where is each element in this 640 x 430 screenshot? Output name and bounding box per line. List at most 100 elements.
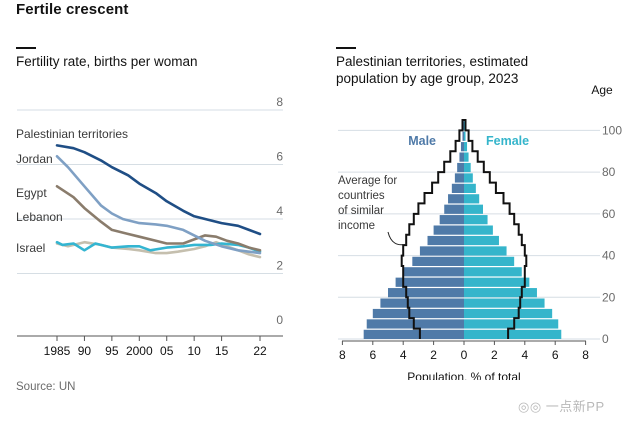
- female-bar: [464, 267, 522, 277]
- series-line-palestinian: [55, 144, 262, 236]
- male-bar: [439, 215, 464, 225]
- female-bar: [464, 204, 483, 214]
- series-line-egypt: [55, 185, 262, 252]
- female-bar: [464, 173, 473, 183]
- annotation-line: income: [338, 220, 375, 232]
- page-title: Fertile crescent: [16, 1, 129, 18]
- female-bar: [464, 329, 562, 339]
- y-tick-label: 2: [276, 259, 283, 273]
- female-bar: [464, 319, 559, 329]
- female-bar: [464, 152, 469, 162]
- x-tick-label: 6: [552, 348, 559, 362]
- female-bar: [464, 121, 465, 131]
- watermark-text: ◎◎ 一点新PP: [518, 399, 605, 414]
- male-bar: [448, 194, 464, 204]
- x-tick-label: 8: [339, 348, 346, 362]
- x-tick-label: 05: [160, 344, 174, 358]
- female-bar: [464, 256, 515, 266]
- male-bar: [454, 173, 464, 183]
- female-bar: [464, 288, 537, 298]
- y-tick-label: 8: [276, 95, 283, 109]
- male-bar: [457, 162, 464, 173]
- x-tick-label: 8: [582, 348, 589, 362]
- annotation-line: countries: [338, 190, 385, 202]
- x-tick-label: 2: [430, 348, 437, 362]
- age-tick-label: 80: [602, 165, 616, 179]
- male-label: Male: [408, 134, 436, 148]
- female-bar: [464, 215, 488, 225]
- annotation-pointer: [387, 231, 408, 246]
- male-bar: [395, 277, 464, 287]
- legend-label-egypt: Egypt: [16, 186, 47, 200]
- x-tick-label: 4: [400, 348, 407, 362]
- x-tick-label: 22: [253, 344, 267, 358]
- male-bar: [412, 256, 464, 266]
- x-tick-label: 1985: [44, 344, 71, 358]
- right-chart-title-line2: population by age group, 2023: [336, 71, 519, 86]
- male-bar: [366, 319, 464, 329]
- age-tick-label: 40: [602, 249, 616, 263]
- age-tick-label: 100: [602, 123, 622, 137]
- x-tick-label: 15: [215, 344, 229, 358]
- legend-label-jordan: Jordan: [16, 152, 53, 166]
- female-bar: [464, 235, 499, 246]
- x-tick-label: 4: [521, 348, 528, 362]
- male-bar: [433, 225, 464, 235]
- male-bar: [463, 121, 464, 131]
- age-tick-label: 60: [602, 207, 616, 221]
- male-bar: [419, 246, 464, 256]
- x-tick-label: 2: [491, 348, 498, 362]
- x-tick-label: 90: [78, 344, 92, 358]
- average-outline-male: [400, 119, 464, 339]
- y-tick-label: 4: [276, 204, 283, 218]
- male-bar: [380, 298, 464, 308]
- x-axis-label: Population, % of total: [407, 370, 520, 380]
- male-bar: [460, 142, 464, 152]
- right-chart-title-line1: Palestinian territories, estimated: [336, 54, 529, 69]
- series-line-israel: [55, 240, 262, 253]
- left-chart-title: Fertility rate, births per woman: [16, 54, 198, 69]
- female-bar: [464, 246, 507, 256]
- female-bar: [464, 277, 530, 287]
- annotation-line: Average for: [338, 175, 397, 187]
- y-tick-label: 6: [276, 150, 283, 164]
- male-bar: [363, 329, 464, 339]
- left-title-rule: [16, 47, 36, 49]
- fertility-line-chart: 0 2 4 6 8 1985 90 95 2000 05 10 15 22 Palestinian ter…: [16, 95, 283, 358]
- age-axis-label: Age: [591, 83, 613, 97]
- annotation-line: of similar: [338, 205, 384, 217]
- male-bar: [462, 131, 464, 141]
- legend-label-israel: Israel: [16, 241, 45, 255]
- male-bar: [451, 183, 464, 193]
- source-note: Source: UN: [16, 381, 76, 393]
- male-bar: [444, 204, 464, 214]
- series-line-jordan: [55, 155, 262, 255]
- x-tick-label: 95: [105, 344, 119, 358]
- female-label: Female: [486, 134, 529, 148]
- female-bar: [464, 162, 471, 173]
- average-outline-female: [464, 119, 528, 339]
- right-chart-title: Palestinian territories, estimated popula…: [336, 53, 576, 87]
- legend-label-lebanon: Lebanon: [16, 210, 63, 224]
- male-bar: [427, 235, 464, 246]
- x-tick-label: 10: [187, 344, 201, 358]
- male-bar: [388, 288, 464, 298]
- age-tick-label: 0: [602, 332, 609, 346]
- male-bar: [372, 308, 464, 319]
- y-tick-label: 0: [276, 313, 283, 327]
- female-bar: [464, 298, 545, 308]
- x-tick-label: 2000: [126, 344, 153, 358]
- right-title-rule: [336, 47, 356, 49]
- male-bar: [403, 267, 464, 277]
- female-bar: [464, 225, 493, 235]
- x-tick-label: 0: [461, 348, 468, 362]
- female-bar: [464, 183, 476, 193]
- female-bar: [464, 308, 553, 319]
- age-tick-label: 20: [602, 290, 616, 304]
- female-bar: [464, 194, 480, 204]
- x-tick-label: 6: [369, 348, 376, 362]
- female-bar: [464, 142, 468, 152]
- legend-label-palestinian: Palestinian territories: [16, 127, 128, 141]
- female-bar: [464, 131, 466, 141]
